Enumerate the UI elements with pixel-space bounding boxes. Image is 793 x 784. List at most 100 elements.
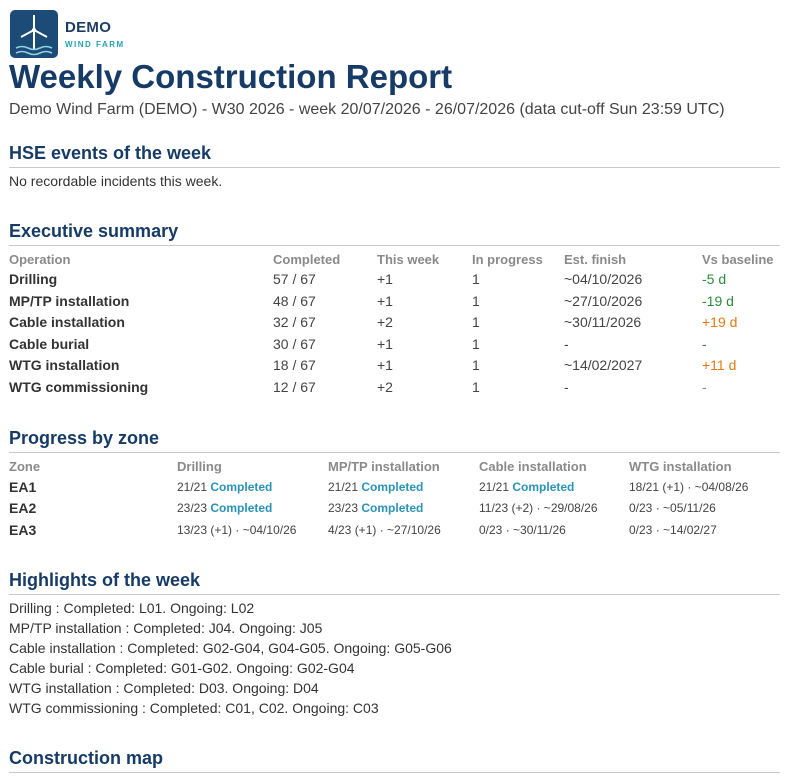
zone-progress-cell: 0/23 · ~05/11/26	[629, 501, 716, 515]
summary-operation: Cable burial	[9, 335, 90, 352]
highlights-heading: Highlights of the week	[9, 570, 201, 590]
zone-col-header: Drilling	[177, 459, 222, 474]
zone-progress-count: 23/23	[328, 501, 359, 516]
zone-name: EA2	[9, 500, 37, 517]
zone-progress-count: 23/23	[177, 501, 208, 516]
zone-completed-label: Completed	[512, 480, 575, 494]
summary-est-finish: ~30/11/2026	[564, 314, 642, 331]
zone-progress-count: 0/23 · ~05/11/26	[629, 501, 716, 516]
hse-heading: HSE events of the week	[9, 143, 212, 163]
summary-completed: 30 / 67	[273, 335, 316, 352]
zone-progress-cell: 18/21 (+1) · ~04/08/26	[629, 480, 748, 494]
summary-est-finish: -	[564, 379, 569, 395]
company-logo: DEMO WIND FARM	[10, 10, 125, 58]
highlight-item: Cable burial : Completed: G01-G02. Ongoi…	[9, 660, 355, 676]
zones-divider	[9, 452, 780, 453]
summary-completed: 48 / 67	[273, 292, 316, 309]
summary-col-header: Est. finish	[564, 252, 627, 267]
summary-col-header: Vs baseline	[702, 252, 774, 267]
logo-name: DEMO	[65, 18, 112, 36]
summary-operation: WTG installation	[9, 357, 120, 374]
summary-in-progress: 1	[472, 357, 480, 374]
zone-progress-cell: 13/23 (+1) · ~04/10/26	[177, 523, 296, 537]
zone-progress-count: 13/23 (+1) · ~04/10/26	[177, 522, 297, 537]
zone-progress-cell: 23/23 Completed	[177, 501, 272, 515]
summary-vs-baseline: +19 d	[702, 314, 738, 331]
zone-completed-label: Completed	[361, 501, 424, 516]
highlight-item: WTG installation : Completed: D03. Ongoi…	[9, 680, 319, 696]
zone-progress-count: 21/21	[479, 480, 510, 494]
zone-progress-count: 21/21	[328, 480, 359, 494]
summary-operation: Drilling	[9, 271, 58, 287]
zone-name: EA1	[9, 479, 37, 495]
map-heading: Construction map	[9, 748, 164, 768]
summary-this-week: +2	[377, 379, 393, 395]
summary-this-week: +1	[377, 335, 393, 352]
highlights-divider	[9, 594, 780, 595]
hse-text: No recordable incidents this week.	[9, 173, 223, 189]
zone-completed-label: Completed	[210, 480, 273, 494]
summary-vs-baseline: -	[702, 379, 707, 395]
zone-name: EA3	[9, 521, 37, 538]
summary-est-finish: ~27/10/2026	[564, 292, 643, 309]
highlight-item: WTG commissioning : Completed: C01, C02.…	[9, 700, 379, 716]
summary-col-header: Operation	[9, 252, 71, 267]
zone-completed-label: Completed	[361, 480, 424, 494]
summary-in-progress: 1	[472, 271, 480, 287]
zone-progress-cell: 21/21 Completed	[328, 480, 423, 494]
summary-in-progress: 1	[472, 314, 480, 331]
summary-operation: WTG commissioning	[9, 379, 149, 395]
zone-col-header: Cable installation	[479, 459, 587, 474]
zone-progress-count: 11/23 (+2) · ~29/08/26	[479, 501, 598, 516]
summary-this-week: +1	[377, 357, 393, 374]
report-title: Weekly Construction Report	[9, 58, 453, 95]
summary-est-finish: ~04/10/2026	[564, 271, 643, 287]
zone-progress-cell: 0/23 · ~14/02/27	[629, 523, 717, 537]
report-subtitle: Demo Wind Farm (DEMO) - W30 2026 - week …	[9, 101, 725, 118]
summary-in-progress: 1	[472, 292, 480, 309]
summary-completed: 18 / 67	[273, 357, 316, 374]
summary-col-header: In progress	[472, 252, 543, 267]
summary-vs-baseline: -	[702, 335, 707, 352]
zone-col-header: Zone	[9, 459, 41, 474]
summary-vs-baseline: -19 d	[702, 292, 734, 309]
zone-col-header: MP/TP installation	[328, 459, 440, 474]
map-divider	[9, 772, 780, 773]
summary-this-week: +1	[377, 292, 393, 309]
summary-divider	[9, 245, 780, 246]
summary-col-header: This week	[377, 252, 440, 267]
summary-in-progress: 1	[472, 379, 480, 395]
hse-divider	[9, 167, 780, 168]
wind-turbine-logo-icon	[10, 10, 58, 58]
zones-heading: Progress by zone	[9, 428, 160, 448]
summary-vs-baseline: -5 d	[702, 271, 727, 287]
summary-vs-baseline: +11 d	[702, 357, 737, 374]
summary-operation: MP/TP installation	[9, 292, 130, 309]
summary-est-finish: ~14/02/2027	[564, 357, 643, 374]
zone-progress-cell: 23/23 Completed	[328, 501, 423, 515]
zone-progress-cell: 11/23 (+2) · ~29/08/26	[479, 501, 598, 515]
zone-completed-label: Completed	[210, 501, 273, 516]
zone-progress-count: 0/23 · ~14/02/27	[629, 522, 717, 537]
summary-completed: 32 / 67	[273, 314, 316, 331]
zone-progress-cell: 0/23 · ~30/11/26	[479, 523, 566, 537]
zone-progress-cell: 21/21 Completed	[479, 480, 574, 494]
summary-this-week: +1	[377, 271, 393, 287]
highlight-item: MP/TP installation : Completed: J04. Ong…	[9, 620, 323, 636]
zone-progress-cell: 21/21 Completed	[177, 480, 272, 494]
zone-progress-count: 21/21	[177, 480, 208, 494]
summary-col-header: Completed	[273, 252, 341, 267]
summary-completed: 12 / 67	[273, 379, 316, 395]
highlight-item: Drilling : Completed: L01. Ongoing: L02	[9, 600, 255, 616]
summary-est-finish: -	[564, 335, 569, 352]
zone-progress-count: 0/23 · ~30/11/26	[479, 522, 566, 537]
zone-col-header: WTG installation	[629, 459, 732, 474]
summary-completed: 57 / 67	[273, 271, 316, 287]
summary-operation: Cable installation	[9, 314, 125, 331]
highlight-item: Cable installation : Completed: G02-G04,…	[9, 640, 452, 656]
zone-progress-count: 18/21 (+1) · ~04/08/26	[629, 480, 749, 494]
summary-this-week: +2	[377, 314, 393, 331]
summary-in-progress: 1	[472, 335, 480, 352]
logo-subtitle: WIND FARM	[65, 39, 125, 49]
zone-progress-cell: 4/23 (+1) · ~27/10/26	[328, 523, 441, 537]
